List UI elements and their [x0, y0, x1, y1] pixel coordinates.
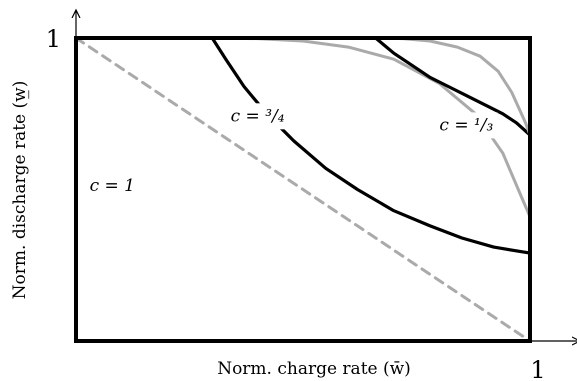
- series-line-0: [74, 36, 532, 343]
- x-axis-label: Norm. charge rate (w̄): [217, 359, 411, 379]
- series-layer: [74, 36, 532, 343]
- curve-label-backdrop-2: [435, 112, 498, 139]
- x-tick-label: 1: [530, 356, 545, 381]
- y-tick-label: 1: [46, 25, 61, 53]
- curve-label-2: c = ¹/₃: [439, 115, 493, 135]
- curve-label-0: c = 1: [90, 176, 135, 196]
- series-line-3: [374, 36, 532, 137]
- curve-label-backdrop-1: [226, 103, 289, 130]
- curve-label-backdrop-0: [85, 173, 139, 199]
- y-axis-label: Norm. discharge rate (w̲): [10, 81, 30, 300]
- curve-label-1: c = ³/₄: [231, 106, 285, 126]
- series-line-1: [210, 36, 532, 255]
- plot-frame: [74, 36, 532, 343]
- annotation-layer: c = 1 c = ³/₄ c = ¹/₃: [85, 103, 498, 199]
